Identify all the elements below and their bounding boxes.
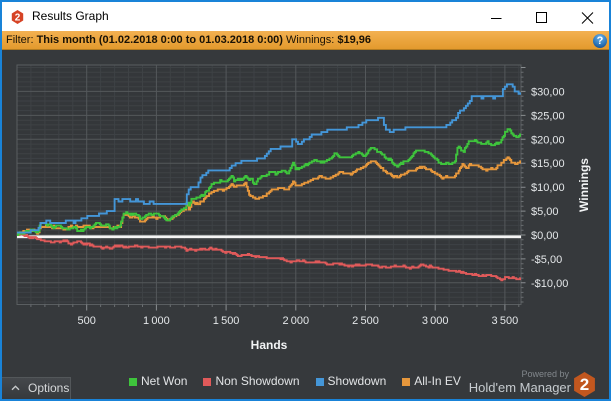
svg-text:$10,00: $10,00 — [531, 182, 565, 194]
svg-text:Hands: Hands — [251, 338, 288, 352]
svg-text:$20,00: $20,00 — [531, 134, 565, 146]
svg-text:1 500: 1 500 — [213, 315, 240, 327]
svg-text:$25,00: $25,00 — [531, 110, 565, 122]
svg-text:2 000: 2 000 — [282, 315, 309, 327]
svg-text:2 500: 2 500 — [352, 315, 379, 327]
svg-text:-$10,00: -$10,00 — [531, 278, 568, 290]
svg-text:1 000: 1 000 — [143, 315, 170, 327]
svg-text:2: 2 — [580, 375, 589, 394]
svg-text:2: 2 — [15, 13, 21, 24]
svg-text:3 500: 3 500 — [492, 315, 519, 327]
svg-text:$15,00: $15,00 — [531, 158, 565, 170]
svg-text:500: 500 — [78, 315, 96, 327]
svg-text:$5,00: $5,00 — [531, 206, 559, 218]
svg-text:Winnings: Winnings — [577, 158, 591, 212]
svg-text:3 000: 3 000 — [422, 315, 449, 327]
svg-text:-$5,00: -$5,00 — [531, 254, 562, 266]
svg-text:$30,00: $30,00 — [531, 86, 565, 98]
svg-text:$0,00: $0,00 — [531, 230, 559, 242]
